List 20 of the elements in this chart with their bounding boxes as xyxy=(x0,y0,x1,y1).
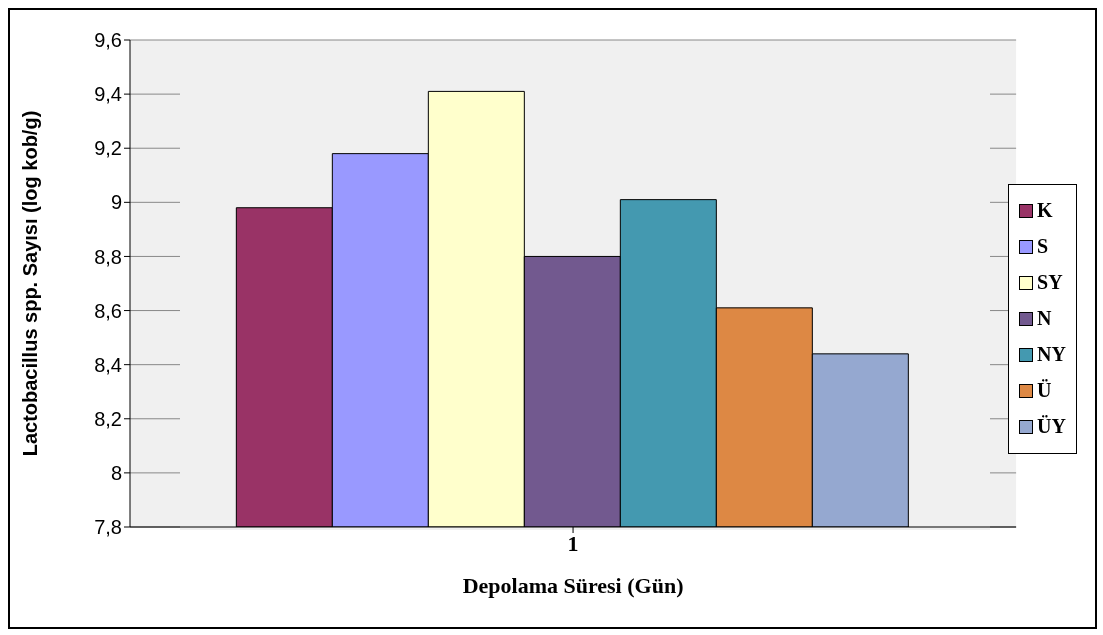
y-tick-label: 8 xyxy=(110,461,122,484)
legend-label: K xyxy=(1037,199,1053,222)
legend-label: Ü xyxy=(1037,379,1052,402)
legend-label: N xyxy=(1037,307,1052,330)
y-tick-label: 8,6 xyxy=(94,299,122,322)
y-tick-label: 8,4 xyxy=(94,353,122,376)
legend-label: S xyxy=(1037,235,1049,258)
y-tick-label: 9,6 xyxy=(94,29,122,52)
legend-label: NY xyxy=(1037,343,1066,366)
y-tick-label: 9,4 xyxy=(94,83,122,106)
y-axis-title: Lactobacillus spp. Sayısı (log kob/g) xyxy=(19,110,42,457)
x-axis-title: Depolama Süresi (Gün) xyxy=(462,573,684,598)
y-tick-label: 9 xyxy=(110,191,122,214)
y-tick-label: 8,2 xyxy=(94,407,122,430)
x-tick-label: 1 xyxy=(567,530,579,556)
y-tick-label: 7,8 xyxy=(94,516,122,539)
y-tick-label: 9,2 xyxy=(94,137,122,160)
legend-label: ÜY xyxy=(1037,415,1066,438)
y-tick-label: 8,8 xyxy=(94,245,122,268)
legend-label: SY xyxy=(1037,271,1063,294)
